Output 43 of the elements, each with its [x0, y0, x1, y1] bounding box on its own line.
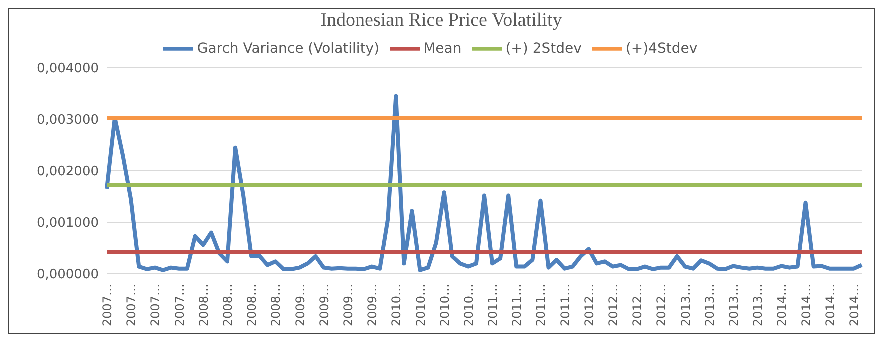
x-tick-label: 2012…: [630, 284, 645, 327]
line-series: [105, 94, 864, 272]
x-tick-label: 2008…: [269, 284, 284, 327]
x-tick-label: 2013…: [727, 284, 742, 327]
x-tick-label: 2010…: [390, 284, 404, 327]
legend-label: (+)4Stdev: [626, 40, 698, 57]
x-tick-label: 2009…: [341, 284, 356, 327]
x-tick-label: 2011…: [534, 284, 548, 327]
x-tick-label: 2009…: [293, 284, 308, 327]
x-tick-label: 2012…: [582, 284, 596, 327]
x-tick-label: 2014…: [799, 284, 814, 327]
y-tick-label: 0,000000: [36, 268, 99, 283]
x-tick-label: 2013…: [751, 284, 766, 327]
x-tick-label: 2013…: [702, 284, 717, 327]
x-tick-label: 2014…: [847, 284, 862, 327]
x-tick-label: 2008…: [196, 284, 211, 327]
y-tick-label: 0,003000: [36, 113, 99, 128]
legend-label: (+) 2Stdev: [506, 40, 582, 57]
x-tick-label: 2009…: [366, 284, 380, 327]
x-tick-label: 2009…: [317, 284, 332, 327]
legend-label: Mean: [424, 40, 462, 57]
y-tick-label: 0,004000: [36, 62, 99, 77]
x-tick-label: 2011…: [558, 284, 572, 327]
y-tick-label: 0,001000: [36, 216, 99, 232]
x-tick-label: 2010…: [414, 284, 428, 327]
x-tick-label: 2007…: [148, 284, 163, 327]
x-tick-label: 2012…: [606, 284, 621, 327]
x-tick-label: 2007…: [124, 284, 139, 327]
x-tick-label: 2014…: [775, 284, 790, 327]
x-tick-label: 2014…: [823, 284, 838, 327]
legend-label: Garch Variance (Volatility): [197, 40, 380, 57]
x-tick-label: 2010…: [438, 284, 452, 327]
x-tick-label: 2011…: [486, 284, 500, 327]
x-tick-label: 2007…: [172, 284, 187, 327]
chart-title: Indonesian Rice Price Volatility: [320, 9, 564, 33]
x-tick-label: 2007…: [100, 284, 115, 327]
x-tick-label: 2010…: [462, 284, 476, 327]
x-tick-label: 2013…: [678, 284, 693, 327]
x-tick-label: 2008…: [245, 284, 260, 327]
x-tick-label: 2011…: [510, 284, 524, 327]
x-tick-label: 2012…: [654, 284, 669, 327]
x-tick-label: 2008…: [221, 284, 235, 327]
y-tick-label: 0,002000: [36, 164, 99, 180]
